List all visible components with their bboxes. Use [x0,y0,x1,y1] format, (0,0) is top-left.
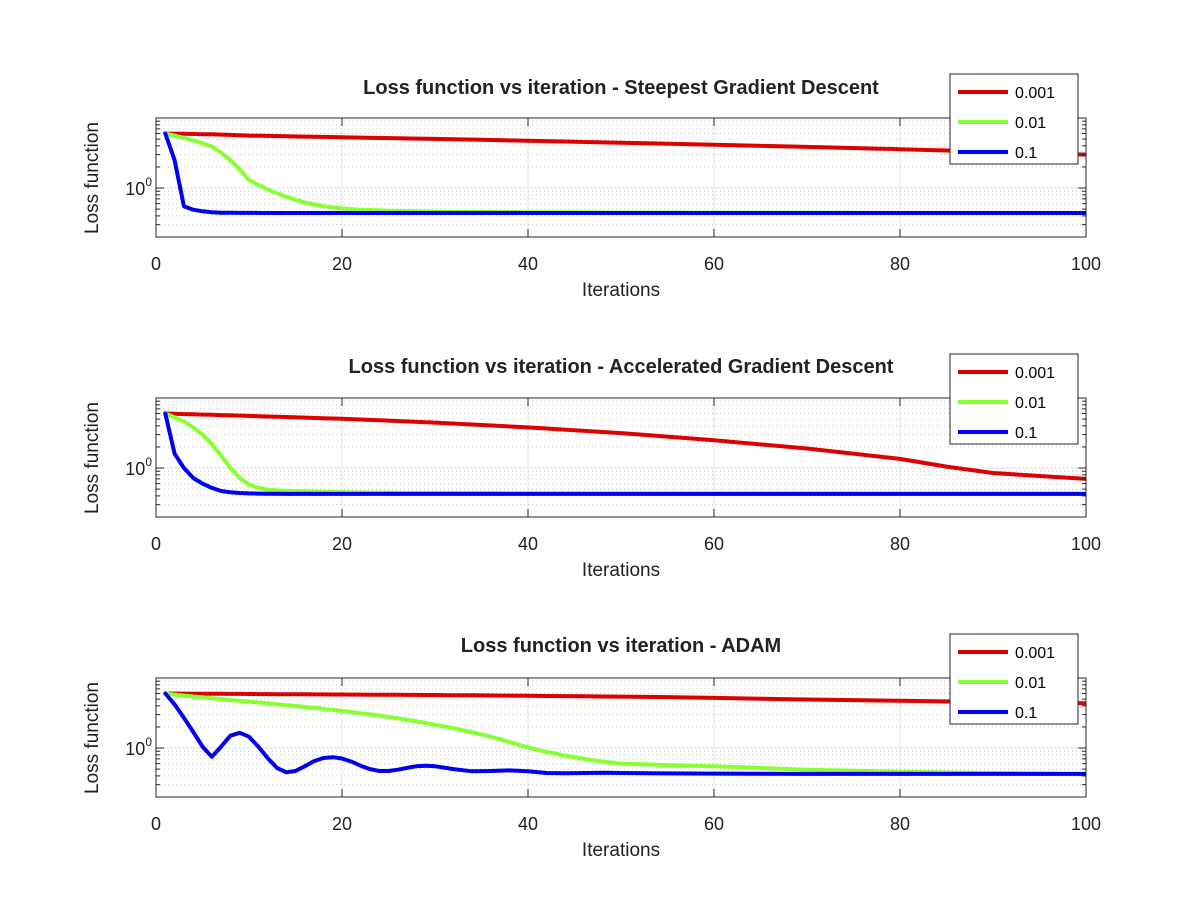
x-tick-label: 40 [518,254,538,274]
x-tick-label: 20 [332,814,352,834]
legend-box [949,353,1079,445]
x-tick-label: 40 [518,814,538,834]
x-tick-label: 80 [890,534,910,554]
series-line-0-01 [163,131,1086,215]
subplot-steepest-gradient-descent: Loss function vs iteration - Steepest Gr… [82,73,1101,301]
x-tick-label: 40 [518,534,538,554]
legend-label: 0.1 [1015,145,1037,162]
axes-box [155,117,1087,238]
x-tick-label: 100 [1071,534,1101,554]
legend-label: 0.01 [1015,675,1046,692]
y-tick-label: 100 [125,735,152,759]
legend-label: 0.1 [1015,705,1037,722]
y-tick-label: 100 [125,455,152,479]
chart-title: Loss function vs iteration - Steepest Gr… [363,77,879,99]
series-lines [163,691,1086,777]
series-line-0-001 [163,131,1086,157]
series-line-0-001 [163,691,1086,706]
legend-label: 0.001 [1015,645,1055,662]
x-tick-label: 60 [704,534,724,554]
legend-label: 0.1 [1015,425,1037,442]
series-line-0-1 [163,411,1086,496]
legend-label: 0.001 [1015,85,1055,102]
y-tick-label: 100 [125,175,152,199]
legend-label: 0.001 [1015,365,1055,382]
legend: 0.001 0.01 0.1 [949,633,1079,725]
series-line-0-001 [163,411,1086,481]
x-tick-label: 0 [151,814,161,834]
chart-title: Loss function vs iteration - ADAM [461,635,781,657]
series-line-0-01 [163,411,1086,496]
series-lines [163,131,1086,215]
legend-label: 0.01 [1015,395,1046,412]
series-line-0-1 [163,691,1086,776]
legend-box [949,633,1079,725]
x-tick-label: 20 [332,254,352,274]
legend: 0.001 0.01 0.1 [949,353,1079,445]
chart-title: Loss function vs iteration - Accelerated… [349,356,894,378]
axes-box [155,677,1087,798]
x-tick-label: 80 [890,254,910,274]
legend-box [949,73,1079,165]
y-axis-label: Loss function [82,682,103,794]
series-line-0-1 [163,131,1086,215]
x-tick-label: 80 [890,814,910,834]
y-axis-label: Loss function [82,402,103,514]
x-axis-label: Iterations [582,840,660,861]
subplot-adam: Loss function vs iteration - ADAM Iterat… [82,633,1101,861]
x-tick-label: 20 [332,534,352,554]
x-tick-label: 0 [151,534,161,554]
x-tick-label: 0 [151,254,161,274]
series-lines [163,411,1086,496]
legend-label: 0.01 [1015,115,1046,132]
series-line-0-01 [163,691,1086,777]
x-tick-label: 60 [704,254,724,274]
x-axis-label: Iterations [582,280,660,301]
legend: 0.001 0.01 0.1 [949,73,1079,165]
x-tick-label: 100 [1071,254,1101,274]
subplot-accelerated-gradient-descent: Loss function vs iteration - Accelerated… [82,353,1101,581]
axes-box [155,397,1087,518]
x-axis-label: Iterations [582,560,660,581]
y-axis-label: Loss function [82,122,103,234]
x-tick-label: 60 [704,814,724,834]
x-tick-label: 100 [1071,814,1101,834]
